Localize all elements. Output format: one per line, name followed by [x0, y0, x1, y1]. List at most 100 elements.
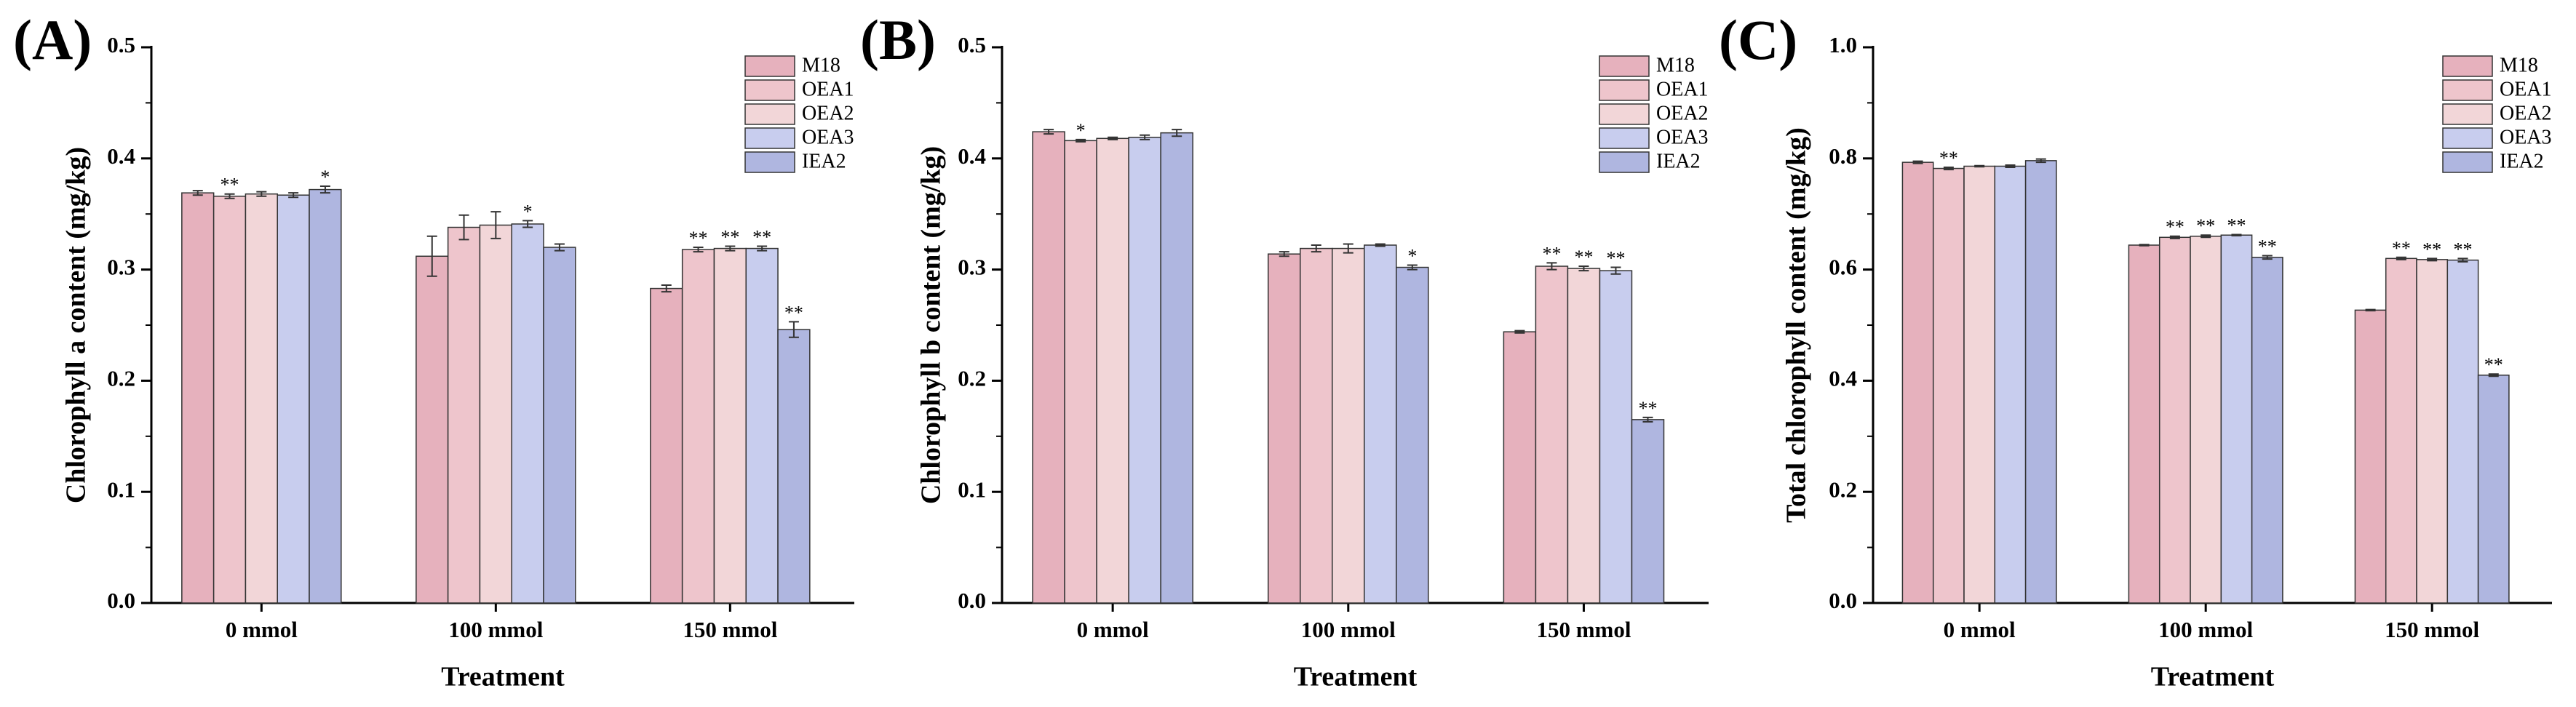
bar	[2190, 236, 2222, 604]
error-bar	[2139, 244, 2150, 247]
significance-label: **	[720, 226, 739, 247]
legend-label: IEA2	[1656, 150, 1701, 172]
error-bar	[2231, 233, 2242, 236]
y-tick-label: 0.8	[1829, 143, 1857, 169]
bar	[1963, 165, 1996, 604]
bar	[1396, 266, 1429, 604]
error-bar	[1076, 138, 1086, 143]
bar	[1631, 419, 1665, 604]
significance-label: **	[2166, 217, 2185, 238]
legend-swatch	[2442, 79, 2493, 101]
error-bar	[192, 190, 203, 196]
error-bar	[490, 211, 501, 239]
significance-label: **	[2258, 236, 2277, 257]
x-tick-label: 150 mmol	[2385, 617, 2479, 642]
legend-swatch	[1599, 103, 1650, 125]
significance-label: *	[523, 201, 533, 222]
bar	[1332, 247, 1365, 604]
panel: (A) Chlorophyll a content (mg/kg) Treatmen…	[13, 8, 854, 692]
y-tick-label: 0.0	[1829, 588, 1857, 613]
significance-label: **	[220, 175, 239, 196]
error-bar	[1311, 244, 1321, 253]
bar	[2477, 375, 2510, 604]
error-bar	[458, 214, 469, 241]
bar	[2446, 259, 2479, 604]
legend-swatch	[744, 151, 795, 173]
x-axis-label: Treatment	[2151, 662, 2275, 692]
legend-label: IEA2	[2500, 150, 2544, 172]
panel-label: (A)	[13, 8, 92, 71]
bar	[1064, 140, 1097, 604]
y-tick-label: 0.4	[107, 143, 135, 169]
bar	[447, 226, 481, 604]
error-bar	[554, 243, 565, 252]
error-bar	[224, 193, 235, 199]
significance-label: **	[689, 228, 708, 249]
y-tick-label: 1.0	[1829, 32, 1857, 57]
error-bar	[2427, 257, 2438, 262]
error-bar	[2262, 255, 2273, 260]
legend-label: OEA2	[802, 102, 854, 124]
bar	[2354, 309, 2387, 604]
error-bar	[1642, 416, 1653, 423]
bar	[2024, 160, 2057, 604]
bar	[1096, 137, 1129, 604]
bar	[713, 247, 747, 604]
bar	[1300, 247, 1333, 604]
error-bar	[1375, 243, 1386, 247]
bar	[416, 255, 449, 604]
error-bar	[256, 191, 267, 197]
y-tick-label: 0.6	[1829, 255, 1857, 280]
bar	[1503, 331, 1537, 604]
bar	[650, 287, 683, 604]
legend-swatch	[1599, 127, 1650, 149]
significance-label: **	[2422, 239, 2441, 260]
legend-label: OEA3	[1656, 126, 1709, 148]
x-tick-label: 0 mmol	[226, 617, 298, 642]
legend-label: OEA1	[2500, 78, 2552, 100]
panel: (B) Chlorophyll b content (mg/kg) Treatmen…	[860, 8, 1709, 692]
bar	[1267, 253, 1301, 604]
legend-label: OEA3	[802, 126, 854, 148]
error-bar	[426, 235, 437, 277]
bar	[2251, 257, 2283, 604]
legend-label: M18	[802, 54, 840, 76]
x-tick-label: 100 mmol	[448, 617, 543, 642]
error-bar	[1610, 266, 1621, 275]
legend-swatch	[2442, 103, 2493, 125]
bar	[543, 247, 576, 604]
bar	[245, 193, 278, 604]
bar	[1901, 161, 1934, 604]
y-tick-label: 0.2	[958, 366, 986, 391]
significance-label: **	[2392, 238, 2411, 259]
legend-label: OEA1	[802, 78, 854, 100]
significance-label: **	[1638, 398, 1657, 419]
significance-label: **	[784, 302, 803, 323]
error-bar	[2005, 164, 2016, 169]
legend-label: OEA2	[2500, 102, 2552, 124]
error-bar	[1343, 243, 1353, 254]
bar	[1994, 165, 2027, 604]
bar	[681, 249, 715, 604]
bar	[181, 192, 215, 604]
y-tick-label: 0.2	[1829, 476, 1857, 502]
bar	[2158, 236, 2191, 604]
significance-label: **	[2453, 239, 2472, 260]
legend-swatch	[744, 127, 795, 149]
bar	[479, 224, 512, 604]
significance-label: **	[1574, 247, 1593, 268]
significance-label: *	[1076, 120, 1086, 141]
y-tick-label: 0.3	[958, 255, 986, 280]
error-bar	[2488, 373, 2499, 378]
bar	[745, 247, 779, 604]
legend-swatch	[744, 55, 795, 77]
bar	[777, 329, 811, 604]
y-axis-label: Chlorophyll b content (mg/kg)	[916, 146, 947, 504]
error-bar	[288, 192, 299, 199]
error-bar	[1514, 329, 1525, 334]
y-tick-label: 0.0	[107, 588, 135, 613]
bar	[511, 223, 544, 604]
legend-label: M18	[1656, 54, 1695, 76]
bar	[2385, 257, 2417, 604]
